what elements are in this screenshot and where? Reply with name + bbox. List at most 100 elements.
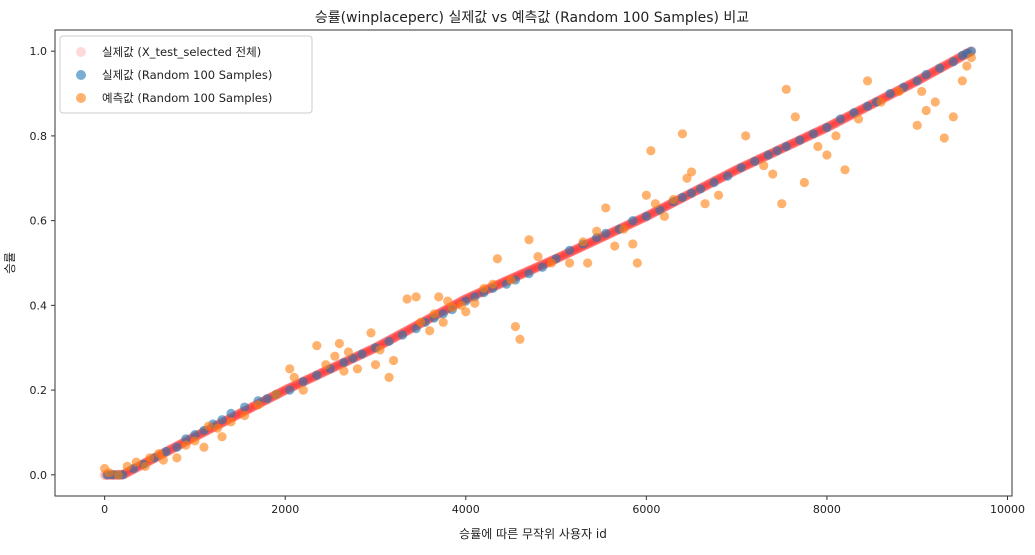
sample-predicted-point <box>226 417 236 427</box>
sample-actual-point <box>411 324 421 334</box>
sample-actual-point <box>686 188 697 198</box>
x-tick-label: 0 <box>101 503 108 516</box>
sample-predicted-point <box>677 129 688 139</box>
sample-predicted-point <box>713 190 724 200</box>
sample-actual-point <box>966 46 976 56</box>
sample-actual-point <box>677 192 688 202</box>
sample-predicted-point <box>659 211 670 221</box>
sample-predicted-point <box>515 334 525 344</box>
y-tick-label: 0.0 <box>30 469 48 482</box>
sample-actual-point <box>226 408 236 418</box>
sample-actual-point <box>641 211 651 221</box>
sample-actual-point <box>921 69 931 80</box>
full-actual-point <box>729 166 740 177</box>
sample-predicted-point <box>524 235 534 245</box>
x-tick-label: 4000 <box>452 503 480 516</box>
sample-actual-point <box>723 171 733 181</box>
sample-predicted-point <box>592 226 602 236</box>
sample-predicted-point <box>131 457 141 467</box>
sample-actual-point <box>190 429 200 440</box>
sample-predicted-point <box>668 194 679 205</box>
sample-predicted-point <box>962 61 972 71</box>
x-tick-label: 10000 <box>990 503 1025 516</box>
sample-actual-point <box>795 135 805 145</box>
sample-predicted-point <box>917 86 927 97</box>
sample-predicted-point <box>199 442 209 452</box>
y-tick-label: 1.0 <box>30 45 48 58</box>
sample-actual-point <box>912 76 922 86</box>
sample-predicted-point <box>461 307 471 317</box>
sample-predicted-point <box>777 199 787 209</box>
sample-predicted-point <box>488 279 498 289</box>
sample-predicted-point <box>425 326 435 336</box>
sample-predicted-point <box>799 177 809 188</box>
sample-predicted-point <box>312 341 322 351</box>
sample-predicted-point <box>921 105 931 116</box>
sample-actual-point <box>217 415 227 425</box>
sample-predicted-point <box>479 283 489 294</box>
sample-predicted-point <box>190 436 200 446</box>
sample-predicted-point <box>601 203 611 213</box>
sample-actual-point <box>750 156 760 166</box>
sample-actual-point <box>736 163 746 173</box>
sample-predicted-point <box>853 114 864 124</box>
sample-predicted-point <box>154 449 164 459</box>
sample-predicted-point <box>862 76 873 86</box>
sample-predicted-point <box>104 468 114 478</box>
sample-predicted-point <box>370 360 381 370</box>
sample-predicted-point <box>610 241 620 251</box>
sample-predicted-point <box>506 275 516 285</box>
sample-actual-point <box>537 262 548 272</box>
legend-box <box>59 35 313 114</box>
sample-predicted-point <box>641 190 651 200</box>
sample-actual-point <box>862 101 873 111</box>
sample-actual-point <box>772 146 782 156</box>
sample-predicted-point <box>966 52 976 63</box>
sample-predicted-point <box>411 292 421 302</box>
sample-predicted-point <box>912 120 922 130</box>
legend-marker-sample-actual <box>76 70 86 80</box>
sample-actual-point <box>357 349 367 359</box>
sample-actual-point <box>655 205 665 215</box>
sample-predicted-point <box>470 298 480 308</box>
sample-predicted-point <box>619 224 629 234</box>
sample-predicted-point <box>289 372 299 382</box>
y-tick-label: 0.4 <box>30 299 48 312</box>
sample-predicted-point <box>578 237 588 247</box>
sample-predicted-point <box>741 131 751 141</box>
legend-marker-sample-predicted <box>76 93 86 103</box>
sample-predicted-point <box>682 173 692 183</box>
sample-predicted-point <box>492 254 502 264</box>
sample-predicted-point <box>145 453 155 463</box>
sample-predicted-point <box>352 364 363 374</box>
sample-actual-point <box>470 292 480 302</box>
sample-actual-point <box>438 309 448 319</box>
plot-frame <box>54 29 1013 497</box>
sample-predicted-point <box>271 389 281 399</box>
sample-predicted-point <box>113 470 123 480</box>
chart-title: 승률(winplaceperc) 실제값 vs 예측값 (Random 100 … <box>315 10 749 26</box>
sample-predicted-point <box>253 400 263 410</box>
sample-actual-point <box>849 108 859 118</box>
sample-actual-point <box>312 370 322 380</box>
sample-actual-point <box>948 57 958 67</box>
legend-label-sample-predicted: 예측값 (Random 100 Samples) <box>102 91 272 105</box>
sample-actual-point <box>628 216 638 226</box>
sample-predicted-point <box>456 300 466 310</box>
sample-predicted-point <box>416 317 426 327</box>
sample-actual-point <box>181 434 191 444</box>
legend-label-sample-actual: 실제값 (Random 100 Samples) <box>102 68 272 82</box>
full-actual-point <box>516 269 527 280</box>
sample-predicted-point <box>434 292 444 302</box>
sample-predicted-point <box>894 86 904 97</box>
sample-predicted-point <box>939 133 949 143</box>
sample-predicted-point <box>298 385 308 395</box>
sample-actual-point <box>709 177 719 188</box>
sample-predicted-point <box>930 97 940 107</box>
sample-predicted-point <box>217 432 227 442</box>
sample-predicted-point <box>650 199 660 209</box>
sample-actual-point <box>298 377 308 387</box>
sample-predicted-point <box>212 423 223 433</box>
